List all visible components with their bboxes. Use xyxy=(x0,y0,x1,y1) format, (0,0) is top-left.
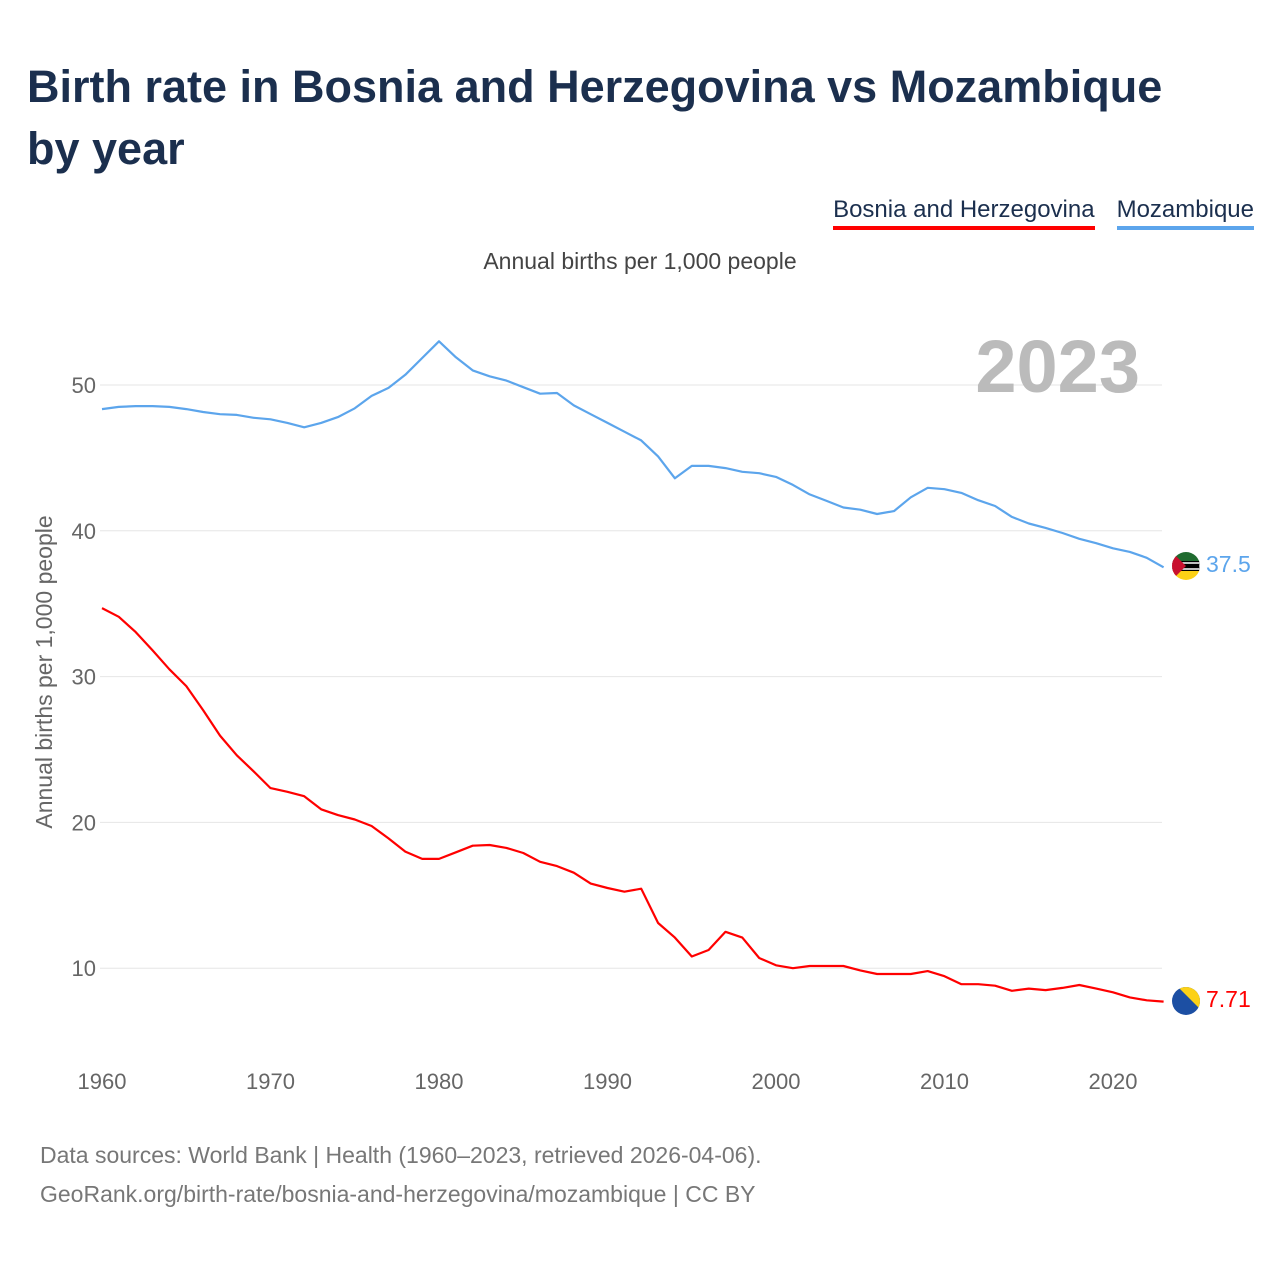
bosnia-end-label: 7.71 xyxy=(1206,986,1251,1012)
mozambique-end-label: 37.5 xyxy=(1206,551,1251,577)
chart-subtitle: Annual births per 1,000 people xyxy=(483,248,797,274)
series-line-bosnia-and-herzegovina[interactable] xyxy=(101,607,1164,1003)
y-tick-label: 10 xyxy=(72,956,96,981)
x-tick-label: 1980 xyxy=(415,1069,464,1094)
legend: Bosnia and Herzegovina Mozambique xyxy=(833,196,1254,230)
y-tick-label: 40 xyxy=(72,519,96,544)
x-tick-label: 2010 xyxy=(920,1069,969,1094)
x-tick-label: 1960 xyxy=(78,1069,127,1094)
bosnia-flag-icon xyxy=(1172,987,1200,1015)
chart-title: Birth rate in Bosnia and Herzegovina vs … xyxy=(27,61,1163,174)
mozambique-flag-icon xyxy=(1172,552,1200,580)
y-tick-label: 20 xyxy=(72,810,96,835)
footer-source: Data sources: World Bank | Health (1960–… xyxy=(40,1142,762,1168)
footer: Data sources: World Bank | Health (1960–… xyxy=(40,1136,762,1214)
y-tick-label: 30 xyxy=(72,665,96,690)
x-tick-label: 1990 xyxy=(583,1069,632,1094)
x-tick-label: 2000 xyxy=(752,1069,801,1094)
x-tick-label: 1970 xyxy=(246,1069,295,1094)
year-label: 2023 xyxy=(975,325,1140,408)
legend-item-bosnia[interactable]: Bosnia and Herzegovina xyxy=(833,196,1095,230)
series-line-mozambique[interactable] xyxy=(101,340,1165,569)
legend-item-mozambique[interactable]: Mozambique xyxy=(1116,196,1254,230)
y-axis-label: Annual births per 1,000 people xyxy=(31,515,57,828)
x-tick-label: 2020 xyxy=(1089,1069,1138,1094)
footer-link[interactable]: GeoRank.org/birth-rate/bosnia-and-herzeg… xyxy=(40,1181,756,1207)
y-tick-label: 50 xyxy=(72,373,96,398)
